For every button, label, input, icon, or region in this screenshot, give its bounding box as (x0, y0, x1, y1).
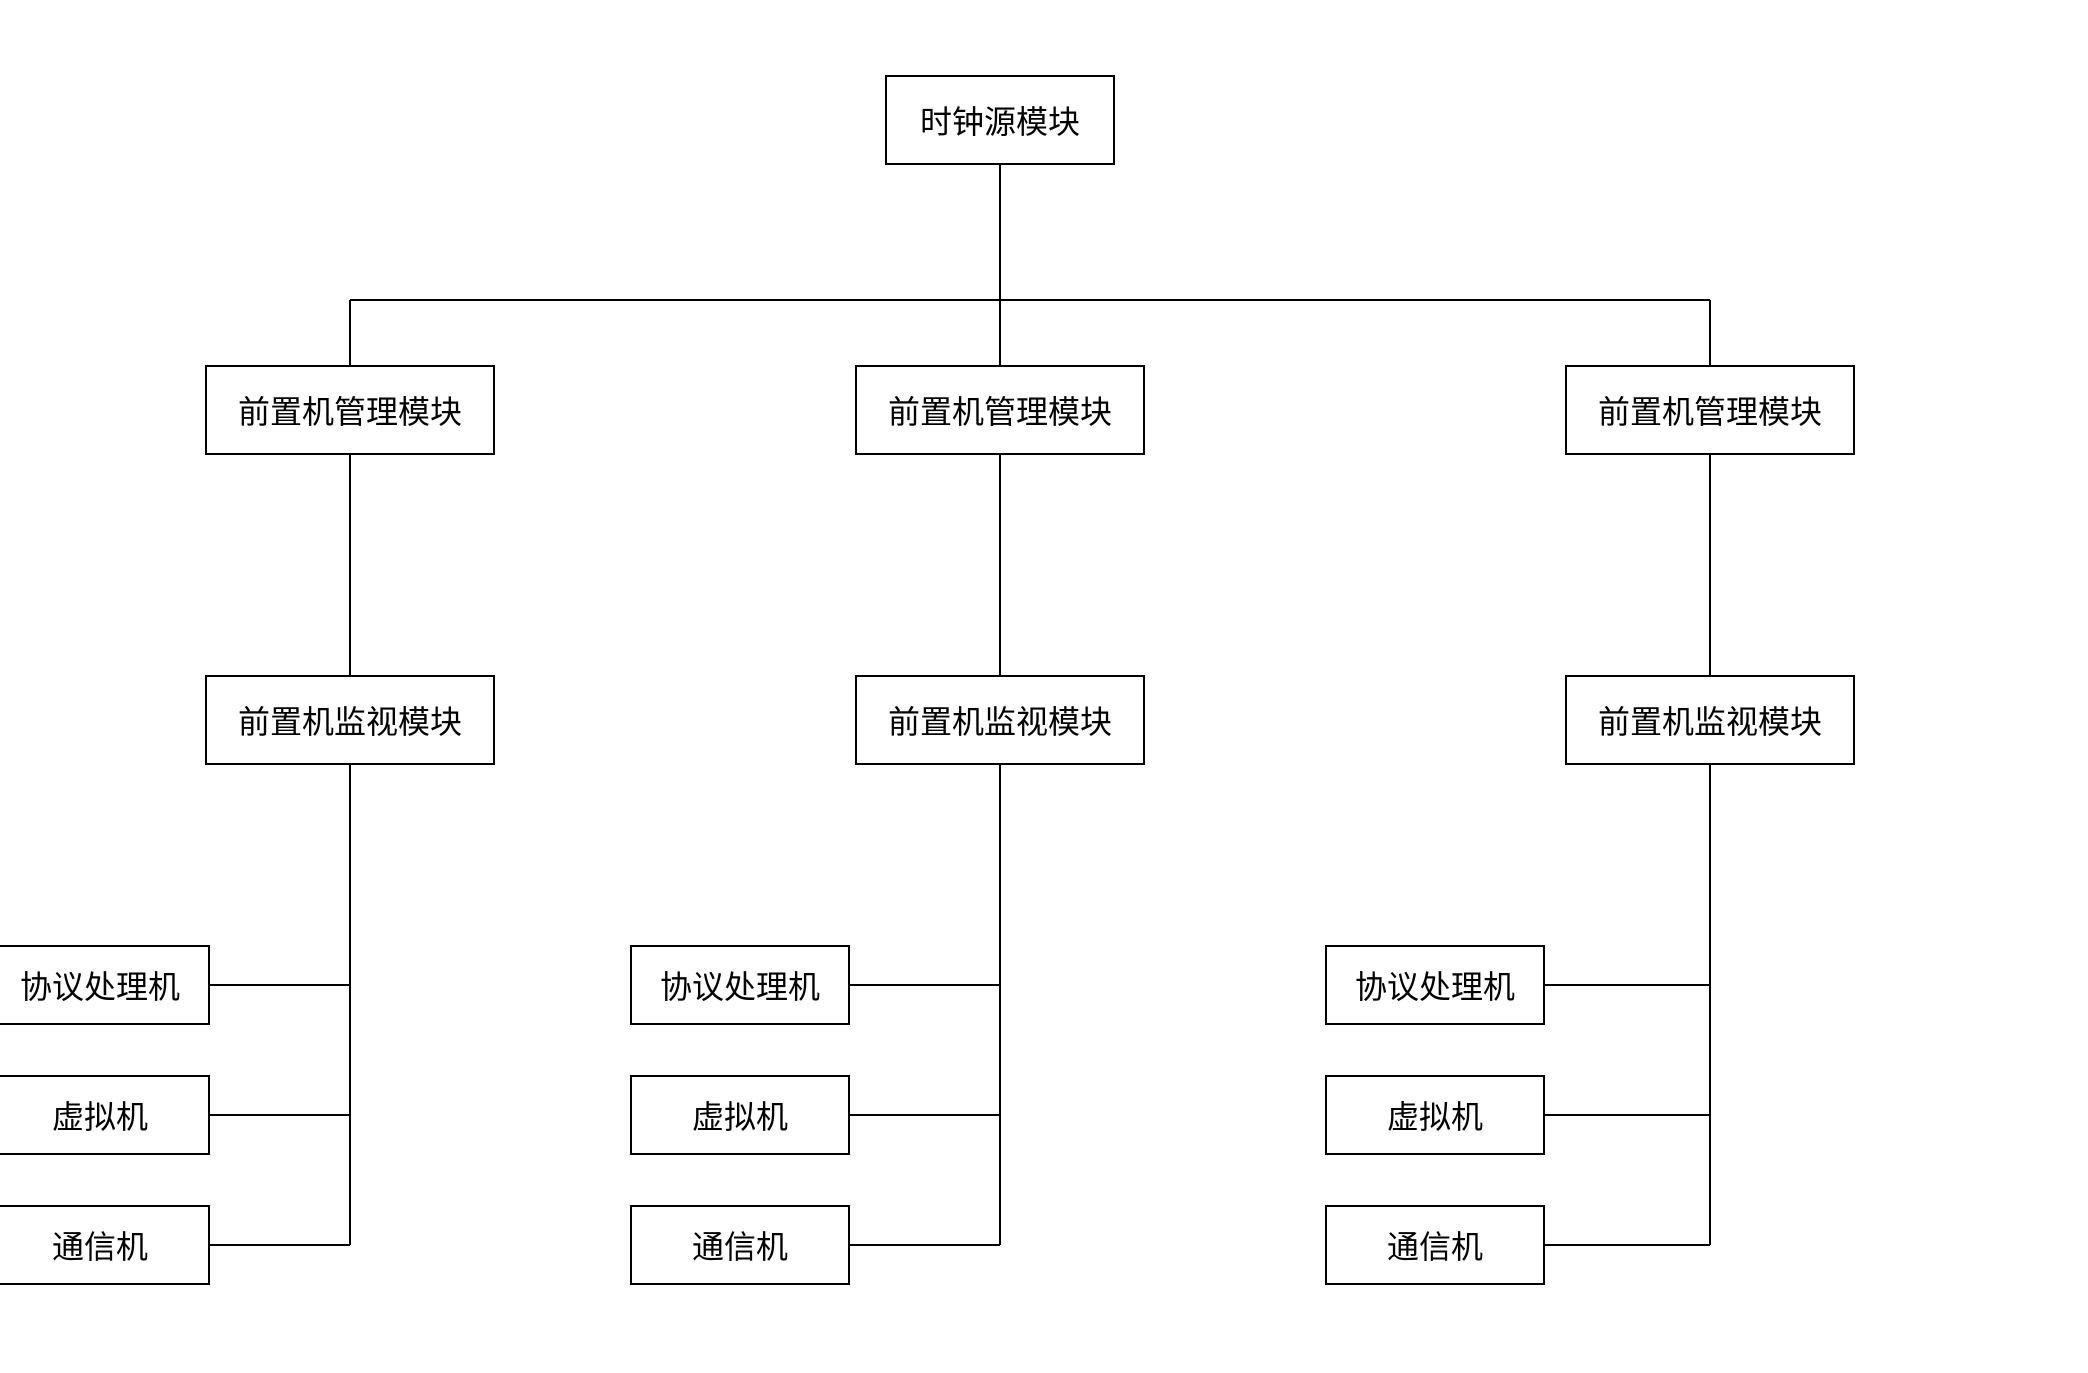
node-comm-3: 通信机 (1325, 1205, 1545, 1285)
node-frontend-monitor-2: 前置机监视模块 (855, 675, 1145, 765)
node-label: 前置机监视模块 (238, 697, 462, 743)
node-label: 通信机 (52, 1222, 148, 1268)
node-clock-source: 时钟源模块 (885, 75, 1115, 165)
node-frontend-monitor-1: 前置机监视模块 (205, 675, 495, 765)
node-label: 虚拟机 (52, 1092, 148, 1138)
node-vm-1: 虚拟机 (0, 1075, 210, 1155)
node-protocol-proc-2: 协议处理机 (630, 945, 850, 1025)
node-label: 通信机 (1387, 1222, 1483, 1268)
node-protocol-proc-3: 协议处理机 (1325, 945, 1545, 1025)
node-label: 前置机监视模块 (888, 697, 1112, 743)
node-label: 通信机 (692, 1222, 788, 1268)
node-label: 前置机监视模块 (1598, 697, 1822, 743)
node-label: 前置机管理模块 (1598, 387, 1822, 433)
node-label: 协议处理机 (20, 962, 180, 1008)
node-label: 协议处理机 (1355, 962, 1515, 1008)
node-label: 时钟源模块 (920, 97, 1080, 143)
diagram-canvas: 时钟源模块 前置机管理模块 前置机管理模块 前置机管理模块 前置机监视模块 前置… (0, 0, 2088, 1373)
node-label: 前置机管理模块 (238, 387, 462, 433)
node-label: 前置机管理模块 (888, 387, 1112, 433)
node-frontend-mgmt-2: 前置机管理模块 (855, 365, 1145, 455)
node-label: 虚拟机 (1387, 1092, 1483, 1138)
node-vm-3: 虚拟机 (1325, 1075, 1545, 1155)
node-frontend-mgmt-1: 前置机管理模块 (205, 365, 495, 455)
node-protocol-proc-1: 协议处理机 (0, 945, 210, 1025)
node-comm-1: 通信机 (0, 1205, 210, 1285)
node-frontend-monitor-3: 前置机监视模块 (1565, 675, 1855, 765)
node-vm-2: 虚拟机 (630, 1075, 850, 1155)
node-comm-2: 通信机 (630, 1205, 850, 1285)
node-frontend-mgmt-3: 前置机管理模块 (1565, 365, 1855, 455)
node-label: 虚拟机 (692, 1092, 788, 1138)
node-label: 协议处理机 (660, 962, 820, 1008)
